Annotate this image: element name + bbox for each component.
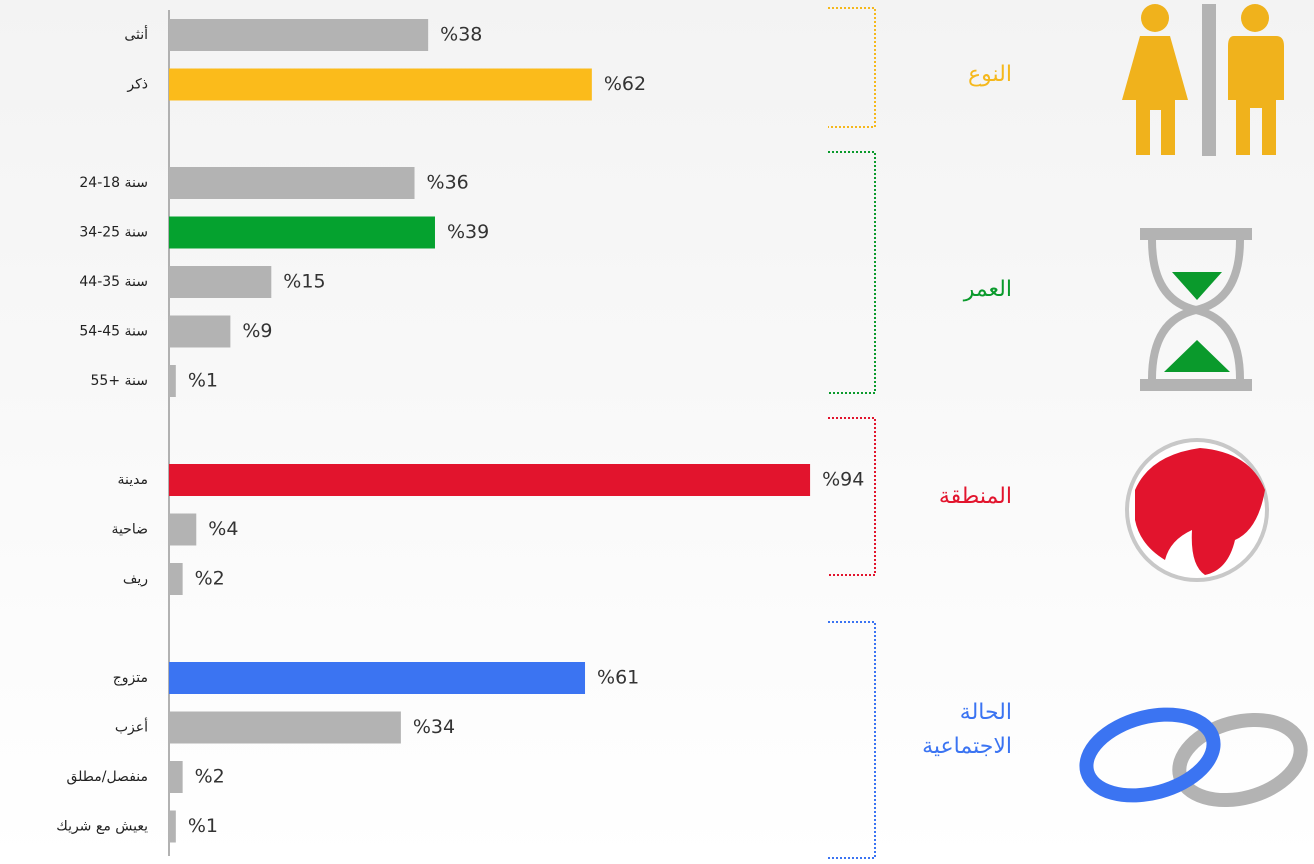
value-label: %62 — [604, 73, 646, 95]
category-label: ريف — [123, 571, 148, 587]
hourglass-icon — [1140, 228, 1252, 391]
category-label: سنة 45-54 — [79, 324, 148, 340]
value-label: %39 — [447, 221, 489, 243]
category-label: متزوج — [113, 670, 148, 686]
value-label: %1 — [188, 815, 218, 837]
value-label: %38 — [440, 24, 482, 46]
value-label: %15 — [283, 271, 325, 293]
group-title: الحالة — [960, 700, 1012, 725]
group-bracket — [828, 417, 876, 576]
bar — [169, 19, 429, 51]
bar — [169, 711, 401, 744]
group-bracket — [828, 7, 876, 128]
category-label: منفصل/مطلق — [66, 769, 148, 785]
bar — [169, 563, 183, 595]
group-title: النوع — [968, 62, 1012, 87]
value-label: %36 — [427, 172, 469, 194]
category-label: أنثى — [124, 25, 148, 43]
category-label: سنة 18-24 — [79, 175, 148, 191]
gender-icon — [1122, 4, 1284, 156]
group-bracket — [828, 621, 876, 859]
bar — [169, 513, 197, 546]
bar — [169, 167, 415, 199]
category-label: أعزب — [115, 718, 148, 736]
bar — [169, 216, 435, 249]
category-label: ذكر — [126, 77, 148, 93]
category-label: ضاحية — [111, 522, 148, 538]
value-label: %34 — [413, 716, 455, 738]
value-label: %1 — [188, 370, 218, 392]
value-label: %2 — [195, 568, 225, 590]
bar — [169, 365, 176, 397]
value-label: %4 — [208, 518, 238, 540]
value-label: %2 — [195, 766, 225, 788]
category-label: سنة 25-34 — [79, 225, 148, 241]
category-label: سنة +55 — [91, 373, 148, 389]
value-label: %61 — [597, 667, 639, 689]
bar — [169, 810, 176, 843]
group-title: العمر — [963, 277, 1012, 302]
bar — [169, 266, 272, 298]
bar — [169, 315, 231, 348]
bar — [169, 464, 811, 496]
bar — [169, 68, 592, 101]
value-label: %9 — [242, 320, 272, 342]
value-label: %94 — [822, 469, 864, 491]
category-label: سنة 35-44 — [79, 274, 148, 290]
category-label: يعيش مع شريك — [56, 819, 148, 835]
category-label: مدينة — [118, 472, 148, 488]
group-title: الاجتماعية — [922, 734, 1012, 759]
group-title: المنطقة — [939, 484, 1012, 509]
rings-icon — [1079, 707, 1308, 808]
bar — [169, 761, 183, 793]
bar — [169, 662, 586, 694]
globe-icon — [1125, 438, 1269, 582]
